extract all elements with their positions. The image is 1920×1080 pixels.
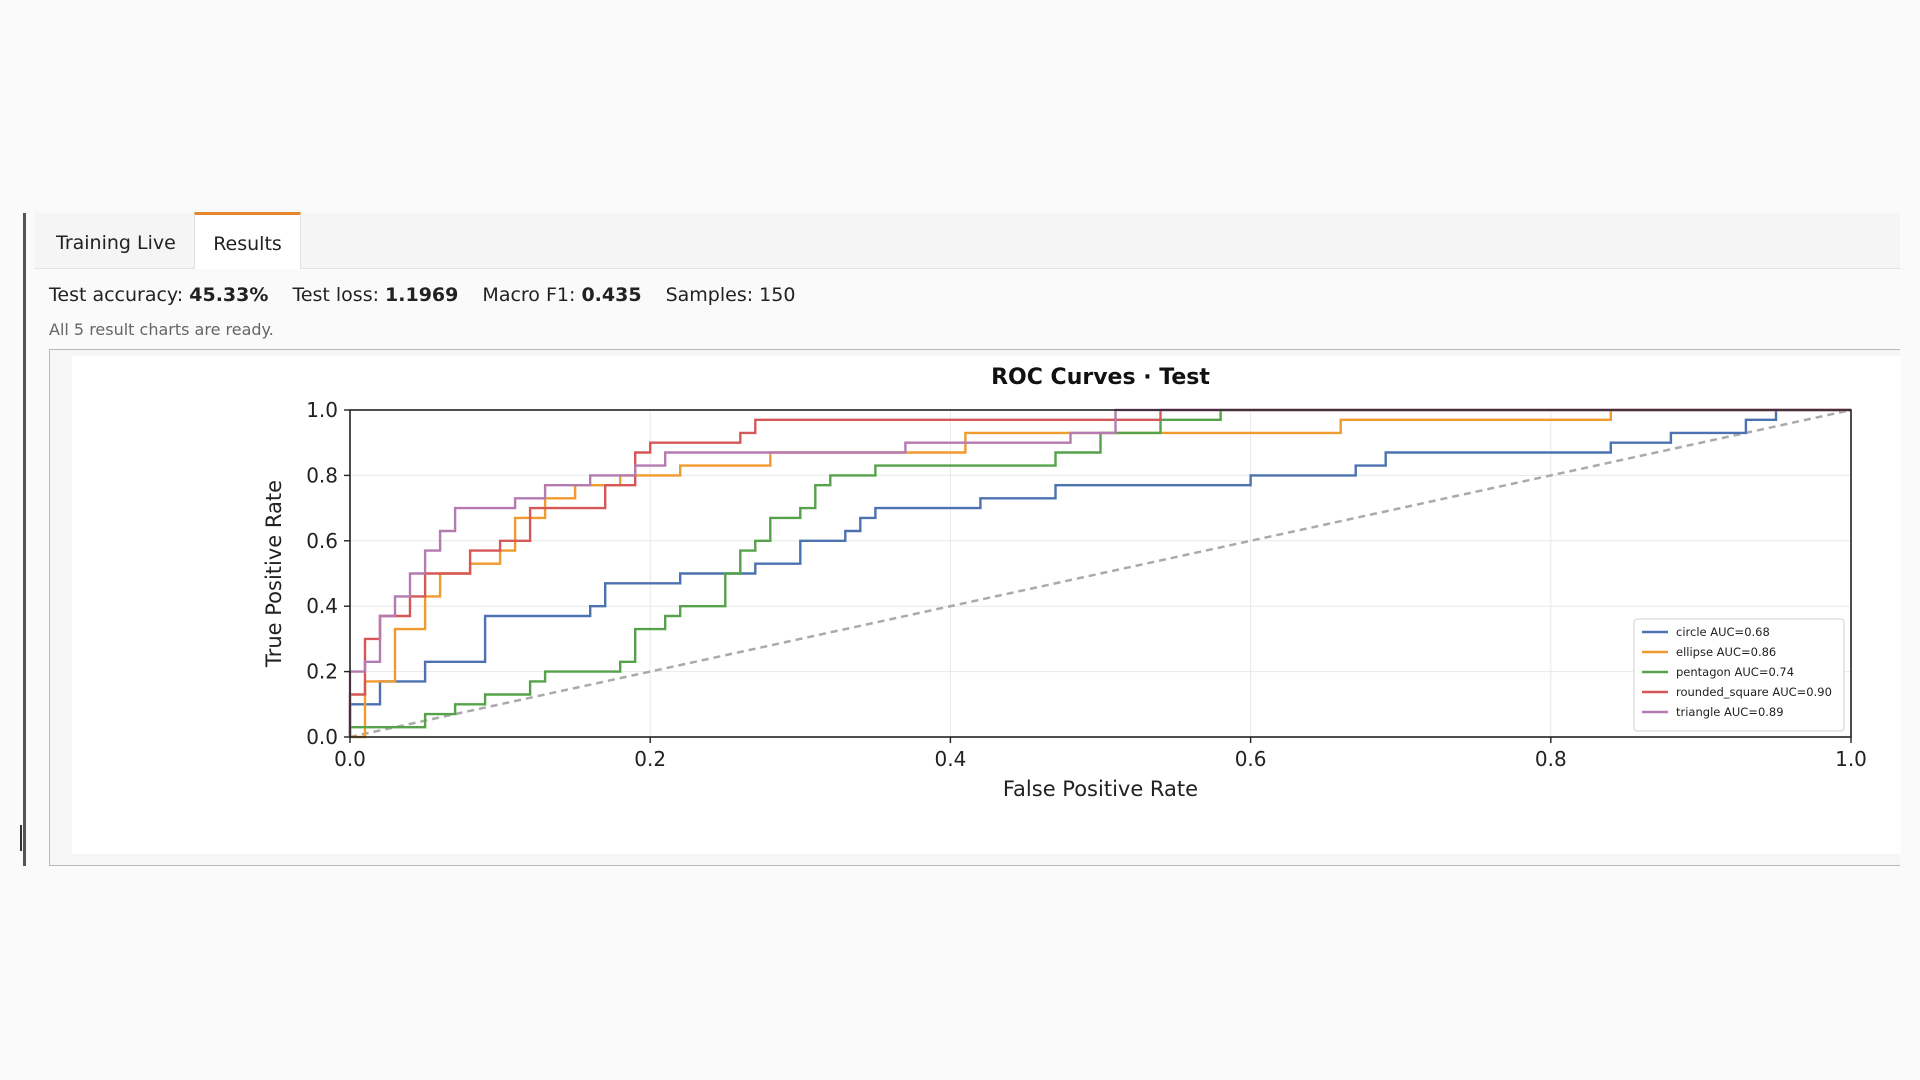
y-tick-label: 0.2 xyxy=(306,660,338,684)
x-tick-label: 0.8 xyxy=(1535,747,1567,771)
roc-chart: ROC Curves · Test 0.0 0.2 0.4 0.6 0.8 1.0 0.0 0.… xyxy=(262,365,1867,801)
loss-label: Test loss: xyxy=(292,284,379,306)
y-tick-label: 0.8 xyxy=(306,463,338,487)
y-tick-label: 1.0 xyxy=(306,398,338,422)
legend-entry: rounded_square AUC=0.90 xyxy=(1676,685,1832,699)
tab-bar: Training Live Results xyxy=(34,212,1900,269)
x-tick-label: 0.2 xyxy=(634,747,666,771)
window-left-border xyxy=(23,213,26,866)
y-tick-label: 0.6 xyxy=(306,529,338,553)
samples-label: Samples: 150 xyxy=(665,284,796,306)
x-tick-label: 0.6 xyxy=(1235,747,1267,771)
x-axis-label: False Positive Rate xyxy=(1003,777,1198,801)
chart-frame: ROC Curves · Test 0.0 0.2 0.4 0.6 0.8 1.0 0.0 0.… xyxy=(49,349,1901,866)
legend-entry: pentagon AUC=0.74 xyxy=(1676,665,1794,679)
x-tick-label: 0.0 xyxy=(334,747,366,771)
legend-entry: ellipse AUC=0.86 xyxy=(1676,645,1776,659)
accuracy-value: 45.33% xyxy=(189,284,269,306)
roc-curve-4 xyxy=(348,408,1851,737)
y-tick-label: 0.4 xyxy=(306,594,338,618)
legend-entry: triangle AUC=0.89 xyxy=(1676,705,1784,719)
y-axis-label: True Positive Rate xyxy=(262,480,286,668)
x-tick-label: 0.4 xyxy=(934,747,966,771)
plot-frame xyxy=(349,409,1852,738)
legend-entry: circle AUC=0.68 xyxy=(1676,625,1770,639)
x-tick-label: 1.0 xyxy=(1835,747,1867,771)
accuracy-label: Test accuracy: xyxy=(49,284,184,306)
chart-canvas: ROC Curves · Test 0.0 0.2 0.4 0.6 0.8 1.0 0.0 0.… xyxy=(72,356,1901,854)
metrics-summary: Test accuracy: 45.33% Test loss: 1.1969 … xyxy=(49,284,795,306)
tab-results[interactable]: Results xyxy=(194,212,301,269)
tab-training-live[interactable]: Training Live xyxy=(56,232,176,254)
roc-curve-2 xyxy=(348,408,1851,737)
window-edge-mark xyxy=(20,825,22,851)
y-tick-label: 0.0 xyxy=(306,725,338,749)
status-text: All 5 result charts are ready. xyxy=(49,320,274,339)
roc-curve-0 xyxy=(348,408,1851,737)
chance-diagonal xyxy=(349,408,1852,739)
f1-value: 0.435 xyxy=(581,284,642,306)
legend-box xyxy=(1633,618,1845,732)
chart-title: ROC Curves · Test xyxy=(991,365,1210,390)
f1-label: Macro F1: xyxy=(482,284,576,306)
loss-value: 1.1969 xyxy=(385,284,459,306)
